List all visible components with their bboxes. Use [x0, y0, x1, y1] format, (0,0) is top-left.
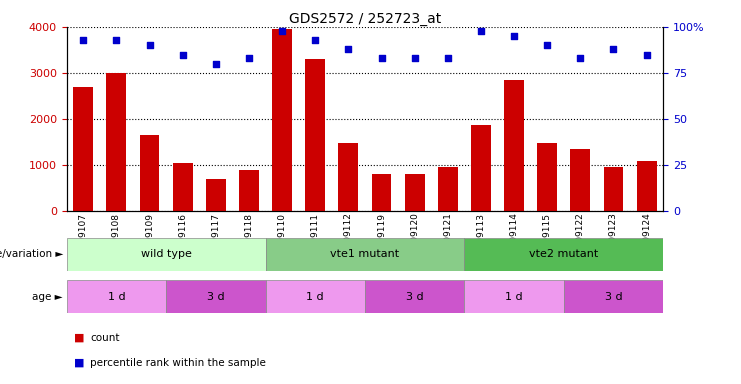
- Text: ■: ■: [74, 358, 84, 368]
- Text: wild type: wild type: [141, 249, 191, 260]
- Bar: [504, 80, 524, 211]
- Bar: [305, 59, 325, 211]
- Bar: [438, 167, 458, 211]
- Bar: [173, 163, 193, 211]
- Text: 1 d: 1 d: [107, 291, 125, 302]
- Bar: [564, 280, 663, 313]
- Point: [541, 42, 553, 48]
- Text: count: count: [90, 333, 120, 343]
- Bar: [67, 238, 265, 271]
- Point: [210, 61, 222, 67]
- Bar: [107, 73, 126, 211]
- Text: vte2 mutant: vte2 mutant: [529, 249, 599, 260]
- Point: [475, 28, 487, 34]
- Point: [110, 37, 122, 43]
- Bar: [239, 170, 259, 211]
- Bar: [465, 238, 663, 271]
- Text: genotype/variation ►: genotype/variation ►: [0, 249, 63, 260]
- Point: [442, 55, 453, 61]
- Text: percentile rank within the sample: percentile rank within the sample: [90, 358, 266, 368]
- Point: [376, 55, 388, 61]
- Bar: [571, 149, 591, 211]
- Bar: [637, 161, 657, 211]
- Text: age ►: age ►: [33, 291, 63, 302]
- Bar: [206, 179, 226, 211]
- Point: [77, 37, 89, 43]
- Point: [574, 55, 586, 61]
- Point: [508, 33, 520, 39]
- Text: 1 d: 1 d: [307, 291, 324, 302]
- Point: [342, 46, 354, 52]
- Bar: [339, 144, 359, 211]
- Point: [177, 51, 189, 58]
- Title: GDS2572 / 252723_at: GDS2572 / 252723_at: [289, 12, 441, 26]
- Point: [243, 55, 255, 61]
- Bar: [272, 29, 292, 211]
- Point: [409, 55, 421, 61]
- Bar: [265, 280, 365, 313]
- Text: vte1 mutant: vte1 mutant: [330, 249, 399, 260]
- Text: 3 d: 3 d: [406, 291, 423, 302]
- Bar: [465, 280, 564, 313]
- Bar: [405, 174, 425, 211]
- Text: 3 d: 3 d: [207, 291, 225, 302]
- Bar: [537, 143, 557, 211]
- Point: [608, 46, 619, 52]
- Text: 3 d: 3 d: [605, 291, 622, 302]
- Bar: [603, 167, 623, 211]
- Point: [641, 51, 653, 58]
- Bar: [471, 124, 491, 211]
- Bar: [365, 280, 465, 313]
- Bar: [67, 280, 166, 313]
- Bar: [265, 238, 465, 271]
- Text: ■: ■: [74, 333, 84, 343]
- Bar: [371, 174, 391, 211]
- Point: [276, 28, 288, 34]
- Point: [144, 42, 156, 48]
- Bar: [166, 280, 265, 313]
- Point: [309, 37, 321, 43]
- Text: 1 d: 1 d: [505, 291, 523, 302]
- Bar: [139, 135, 159, 211]
- Bar: [73, 87, 93, 211]
